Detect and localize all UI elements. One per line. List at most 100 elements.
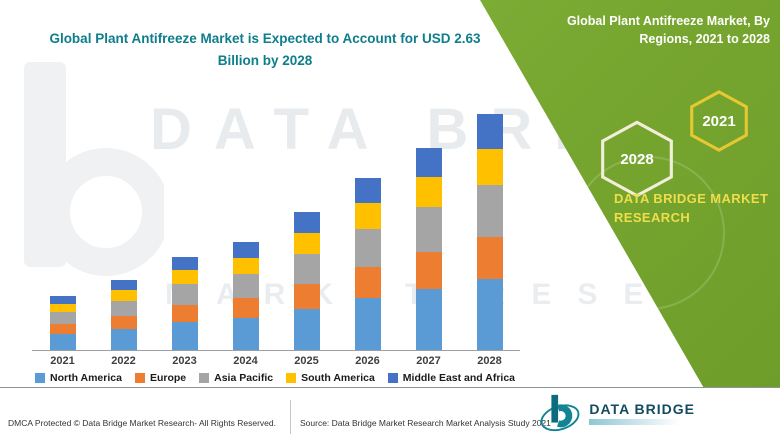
bar-segment-middle-east-and-africa <box>232 242 259 258</box>
bar-segment-north-america <box>354 298 381 350</box>
bar-segment-north-america <box>110 329 137 350</box>
bar-segment-north-america <box>49 334 76 350</box>
bar-segment-north-america <box>232 318 259 350</box>
bar-segment-north-america <box>415 289 442 350</box>
bar-column <box>32 100 93 350</box>
bar-column <box>459 100 520 350</box>
chart-headline: Global Plant Antifreeze Market is Expect… <box>49 31 481 68</box>
bar-stack <box>110 280 137 350</box>
bar-segment-asia-pacific <box>476 185 503 237</box>
footer-logo-name: DATA BRIDGE <box>589 401 695 417</box>
x-axis-label: 2028 <box>477 355 502 367</box>
bar-segment-south-america <box>293 233 320 254</box>
legend-item: North America <box>34 372 122 384</box>
footer-logo-gradient <box>589 419 690 425</box>
bar-segment-south-america <box>232 258 259 274</box>
bar-segment-asia-pacific <box>110 301 137 316</box>
bar-segment-middle-east-and-africa <box>171 257 198 270</box>
legend-label: Europe <box>149 372 187 384</box>
bar-segment-europe <box>49 324 76 334</box>
bar-segment-middle-east-and-africa <box>110 280 137 290</box>
bar-segment-south-america <box>354 203 381 229</box>
hexagon-2021: 2021 <box>688 90 750 152</box>
bar-segment-north-america <box>293 309 320 350</box>
footer-dmca-text: DMCA Protected © Data Bridge Market Rese… <box>8 418 276 428</box>
bar-segment-europe <box>354 267 381 298</box>
bar-column <box>154 100 215 350</box>
bar-segment-middle-east-and-africa <box>415 148 442 177</box>
hexagon-group: 2028 2021 <box>598 90 750 210</box>
footer-bar: DMCA Protected © Data Bridge Market Rese… <box>0 387 780 440</box>
bar-stack <box>476 114 503 350</box>
bar-segment-asia-pacific <box>171 284 198 305</box>
bar-stack <box>232 242 259 350</box>
legend-item: South America <box>286 372 375 384</box>
bar-segment-middle-east-and-africa <box>476 114 503 149</box>
legend-swatch <box>134 373 145 383</box>
panel-title: Global Plant Antifreeze Market, By Regio… <box>566 14 770 47</box>
chart-plot <box>32 100 520 351</box>
bar-column <box>93 100 154 350</box>
footer-source-text: Source: Data Bridge Market Research Mark… <box>300 418 551 428</box>
bar-segment-south-america <box>49 304 76 312</box>
hexagon-2028-label: 2028 <box>620 150 654 168</box>
bar-column <box>215 100 276 350</box>
panel-brand-text: DATA BRIDGE MARKET RESEARCH <box>614 191 769 225</box>
hexagon-2021-label: 2021 <box>702 112 736 130</box>
stacked-bar-chart: 2021 2022 2023 2024 2025 2026 2027 2028 <box>32 100 520 367</box>
legend-label: Asia Pacific <box>214 372 274 384</box>
hexagon-2028-icon <box>601 120 673 198</box>
bar-stack <box>354 178 381 350</box>
bar-segment-north-america <box>171 322 198 350</box>
legend-item: Asia Pacific <box>199 372 273 384</box>
legend-swatch <box>199 373 210 383</box>
bar-segment-middle-east-and-africa <box>49 296 76 304</box>
hexagon-2028: 2028 <box>598 120 676 198</box>
legend-label: South America <box>301 372 375 384</box>
legend-swatch <box>34 373 45 383</box>
bar-segment-south-america <box>415 177 442 207</box>
bar-stack <box>415 148 442 350</box>
legend-item: Middle East and Africa <box>387 372 516 384</box>
watermark-logo-icon <box>24 62 164 276</box>
bar-segment-asia-pacific <box>293 254 320 284</box>
bar-segment-middle-east-and-africa <box>293 212 320 233</box>
x-axis-label: 2025 <box>294 355 319 367</box>
bar-stack <box>293 212 320 350</box>
bar-segment-europe <box>110 316 137 329</box>
x-axis-label: 2022 <box>111 355 136 367</box>
bar-column <box>276 100 337 350</box>
legend-item: Europe <box>134 372 187 384</box>
bar-segment-europe <box>415 252 442 289</box>
x-axis-label: 2027 <box>416 355 441 367</box>
bar-segment-asia-pacific <box>232 274 259 298</box>
data-bridge-logo-icon <box>540 394 580 432</box>
bar-segment-south-america <box>171 270 198 284</box>
legend-label: North America <box>49 372 122 384</box>
x-axis-label: 2026 <box>355 355 380 367</box>
bar-column <box>398 100 459 350</box>
bar-segment-north-america <box>476 279 503 350</box>
legend-swatch <box>387 373 398 383</box>
bar-segment-asia-pacific <box>354 229 381 267</box>
bar-segment-europe <box>171 305 198 322</box>
chart-legend: North America Europe Asia Pacific South Ame… <box>28 372 522 384</box>
bar-column <box>337 100 398 350</box>
bar-stack <box>49 296 76 350</box>
bar-segment-europe <box>293 284 320 309</box>
footer-logo: DATA BRIDGE <box>539 392 695 434</box>
footer-divider <box>290 400 291 434</box>
bar-segment-europe <box>476 237 503 279</box>
footer-logo-textwrap: DATA BRIDGE <box>589 401 695 425</box>
x-axis-label: 2023 <box>172 355 197 367</box>
bar-segment-europe <box>232 298 259 318</box>
hexagon-2021-icon <box>690 90 748 152</box>
bar-segment-asia-pacific <box>415 207 442 252</box>
bar-segment-asia-pacific <box>49 312 76 324</box>
legend-swatch <box>286 373 297 383</box>
bar-segment-south-america <box>110 290 137 301</box>
x-axis-label: 2021 <box>50 355 75 367</box>
legend-label: Middle East and Africa <box>402 372 516 384</box>
x-axis-label: 2024 <box>233 355 258 367</box>
